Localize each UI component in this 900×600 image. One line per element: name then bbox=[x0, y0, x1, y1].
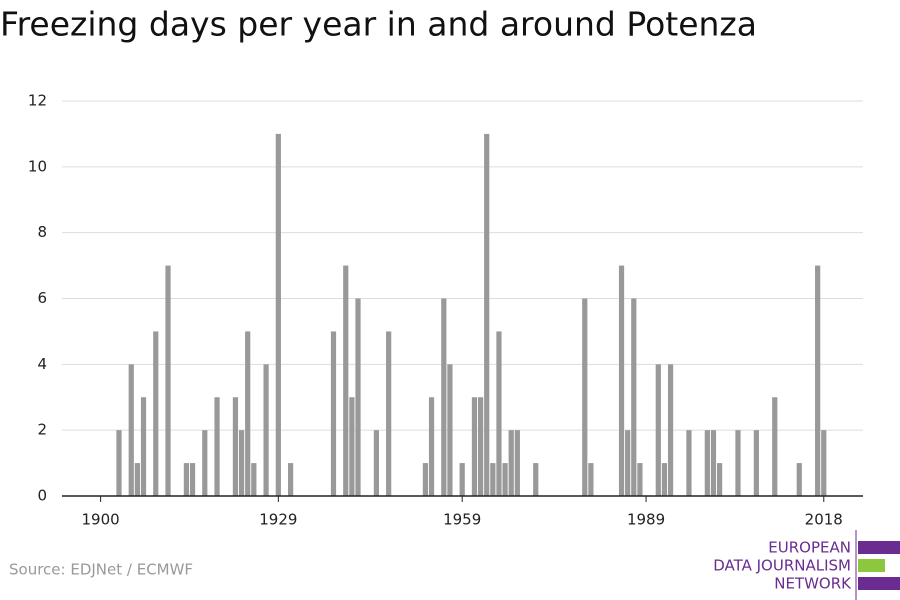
bar bbox=[815, 265, 821, 496]
logo-text: EUROPEAN bbox=[768, 539, 851, 557]
bar bbox=[625, 430, 631, 496]
bar bbox=[251, 463, 257, 496]
bar bbox=[373, 430, 379, 496]
y-tick-label: 10 bbox=[28, 157, 47, 175]
bar bbox=[735, 430, 741, 496]
bar bbox=[514, 430, 520, 496]
logo: EUROPEAN DATA JOURNALISM NETWORK bbox=[713, 530, 900, 600]
logo-text: DATA JOURNALISM bbox=[713, 557, 851, 575]
x-tick-label: 1900 bbox=[82, 511, 120, 529]
bar bbox=[484, 133, 490, 496]
bar bbox=[686, 430, 692, 496]
bar bbox=[349, 397, 355, 496]
bar bbox=[330, 331, 337, 496]
bar bbox=[772, 397, 778, 496]
bar bbox=[490, 463, 496, 496]
x-tick-label: 1959 bbox=[443, 511, 481, 529]
bar bbox=[275, 133, 281, 496]
bar bbox=[533, 463, 539, 496]
bar bbox=[245, 331, 251, 496]
bar bbox=[116, 430, 122, 496]
bar bbox=[238, 430, 245, 496]
y-tick-label: 12 bbox=[28, 92, 47, 110]
y-tick-label: 0 bbox=[37, 487, 47, 505]
bar bbox=[502, 463, 508, 496]
logo-bar bbox=[858, 577, 900, 590]
bar bbox=[753, 430, 759, 496]
chart-title: Freezing days per year in and around Pot… bbox=[0, 5, 757, 44]
bar bbox=[655, 364, 661, 496]
bar bbox=[716, 463, 723, 496]
bar bbox=[477, 397, 484, 496]
bar bbox=[441, 298, 447, 496]
bar bbox=[165, 265, 171, 496]
logo-bar bbox=[858, 541, 900, 554]
bar bbox=[140, 397, 147, 496]
bar bbox=[508, 430, 514, 496]
logo-bar bbox=[858, 559, 885, 572]
bar bbox=[637, 463, 643, 496]
bar bbox=[459, 463, 465, 496]
x-tick-label: 2018 bbox=[805, 511, 843, 529]
bar bbox=[710, 430, 717, 496]
bar bbox=[704, 430, 710, 496]
source: Source: EDJNet / ECMWF bbox=[9, 561, 193, 579]
bar bbox=[202, 430, 208, 496]
bar bbox=[428, 397, 435, 496]
bar bbox=[134, 463, 140, 496]
y-tick-label: 4 bbox=[37, 355, 47, 373]
bar bbox=[128, 364, 134, 496]
bar bbox=[386, 331, 392, 496]
bar bbox=[821, 430, 827, 496]
bar bbox=[343, 265, 349, 496]
bar bbox=[189, 463, 196, 496]
bar bbox=[796, 463, 802, 496]
bar bbox=[422, 463, 429, 496]
bar bbox=[618, 265, 625, 496]
bar bbox=[183, 463, 190, 496]
bar bbox=[631, 298, 637, 496]
bar bbox=[496, 331, 502, 496]
bar bbox=[447, 364, 453, 496]
bar bbox=[355, 298, 361, 496]
bar bbox=[667, 364, 674, 496]
y-tick-label: 2 bbox=[37, 421, 47, 439]
bar bbox=[582, 298, 588, 496]
logo-text: NETWORK bbox=[774, 575, 852, 593]
x-tick-label: 1929 bbox=[259, 511, 297, 529]
x-tick-label: 1989 bbox=[627, 511, 665, 529]
bar bbox=[263, 364, 269, 496]
y-tick-label: 8 bbox=[37, 223, 47, 241]
bar bbox=[214, 397, 220, 496]
bar bbox=[153, 331, 159, 496]
bar bbox=[232, 397, 239, 496]
bar bbox=[471, 397, 478, 496]
bar bbox=[588, 463, 594, 496]
bar bbox=[287, 463, 294, 496]
y-tick-label: 6 bbox=[37, 289, 47, 307]
bar bbox=[661, 463, 668, 496]
